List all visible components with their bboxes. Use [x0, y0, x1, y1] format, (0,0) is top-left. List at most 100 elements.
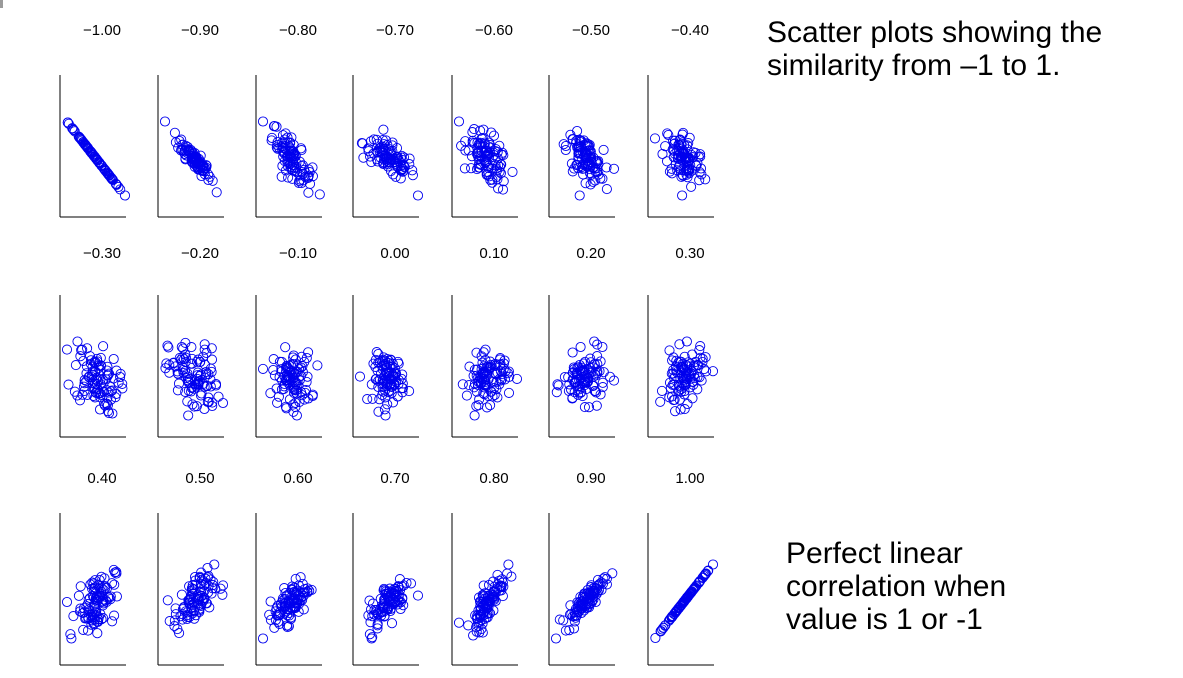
scatter-point [109, 610, 120, 621]
scatter-panel: 0.90 [548, 470, 618, 666]
scatter-point [285, 138, 296, 149]
scatter-point [65, 629, 76, 640]
scatter-point [552, 379, 563, 390]
scatter-point [115, 368, 126, 379]
scatter-point [210, 380, 222, 391]
scatter-point [489, 390, 500, 401]
scatter-point [269, 622, 280, 633]
scatter-point [356, 138, 367, 149]
scatter-point [398, 152, 410, 163]
scatter-point [314, 189, 325, 200]
scatter-point [215, 583, 226, 594]
scatter-point [488, 130, 500, 141]
scatter-point [378, 603, 389, 614]
panel-label: −0.60 [475, 22, 513, 39]
scatter-point [560, 140, 571, 152]
caption-scatter-description: Scatter plots showing the similarity fro… [767, 16, 1177, 82]
scatter-point [650, 632, 661, 644]
scatter-point [382, 151, 393, 162]
scatter-point [397, 592, 408, 604]
scatter-point [285, 379, 296, 390]
scatter-point [162, 595, 173, 606]
scatter-panel: −0.90 [157, 22, 224, 218]
scatter-point [378, 583, 390, 594]
panel-label: 0.00 [380, 245, 409, 262]
scatter-point [269, 120, 280, 132]
scatter-point [373, 406, 384, 417]
scatter-point [292, 360, 303, 371]
scatter-point [87, 372, 98, 383]
scatter-plot-grid: −1.00 −0.90 −0.80 −0.70 −0.60 −0.50 −0.40 −0.30… [59, 22, 719, 666]
scatter-point [588, 371, 599, 382]
scatter-point [273, 391, 284, 402]
scatter-point [412, 190, 424, 201]
scatter-point [162, 340, 173, 351]
scatter-point [656, 385, 668, 396]
scatter-point [683, 590, 694, 601]
scatter-point [198, 351, 209, 362]
scatter-point [280, 342, 291, 353]
scatter-point [485, 356, 496, 367]
scatter-point [98, 378, 109, 389]
scatter-panel: −0.30 [59, 245, 128, 438]
scatter-point [63, 379, 74, 390]
scatter-point [575, 596, 586, 607]
scatter-point [655, 396, 666, 407]
scatter-point [680, 359, 691, 370]
panel-label: 0.70 [380, 470, 409, 487]
scatter-point [204, 602, 215, 613]
scatter-point [257, 633, 269, 644]
scatter-point [560, 144, 571, 156]
corner-mark [0, 0, 3, 8]
scatter-point [382, 159, 393, 170]
scatter-point [664, 345, 675, 356]
scatter-point [500, 366, 511, 377]
scatter-point [288, 594, 299, 605]
scatter-point [295, 572, 306, 583]
scatter-point [179, 354, 190, 365]
scatter-point [475, 125, 486, 136]
scatter-point [663, 129, 674, 141]
panel-label: −0.20 [181, 245, 219, 262]
caption-top-line-2: similarity from –1 to 1. [767, 49, 1061, 82]
scatter-point [670, 606, 681, 617]
scatter-point [290, 601, 301, 612]
scatter-point [287, 149, 298, 160]
scatter-point [304, 585, 315, 596]
scatter-point [173, 378, 185, 389]
scatter-point [115, 371, 126, 383]
scatter-point [377, 135, 388, 146]
scatter-point [303, 347, 314, 358]
scatter-point [87, 577, 98, 588]
scatter-point [285, 359, 296, 370]
scatter-point [405, 578, 417, 589]
panel-label: −0.40 [671, 22, 709, 39]
scatter-point [117, 383, 128, 394]
scatter-point [80, 140, 91, 151]
scatter-point [88, 584, 99, 595]
scatter-point [187, 608, 198, 619]
scatter-point [476, 364, 487, 375]
scatter-point [68, 611, 79, 622]
scatter-point [604, 371, 616, 382]
scatter-point [201, 369, 212, 380]
scatter-point [164, 616, 175, 627]
scatter-point [172, 366, 183, 377]
scatter-point [207, 175, 218, 186]
panel-label: 0.80 [479, 470, 508, 487]
scatter-point [558, 139, 569, 150]
scatter-point [354, 371, 366, 382]
scatter-point [197, 596, 208, 607]
scatter-point [588, 162, 599, 173]
scatter-point [675, 404, 686, 415]
scatter-point [88, 619, 100, 630]
panel-label: 0.10 [479, 245, 508, 262]
scatter-point [370, 361, 381, 372]
scatter-point [568, 623, 580, 634]
scatter-point [276, 364, 287, 375]
scatter-point [490, 160, 501, 171]
scatter-point [674, 135, 685, 146]
scatter-point [295, 386, 306, 397]
panel-label: −0.10 [279, 245, 317, 262]
scatter-point [553, 380, 564, 391]
